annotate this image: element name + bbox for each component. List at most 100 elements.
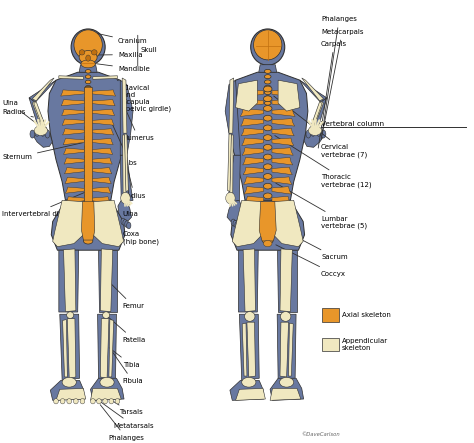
Polygon shape	[278, 80, 300, 111]
Bar	[322, 308, 339, 322]
Text: Femur: Femur	[109, 282, 145, 309]
Ellipse shape	[264, 183, 272, 189]
Ellipse shape	[254, 30, 282, 60]
Ellipse shape	[91, 50, 97, 55]
Polygon shape	[65, 177, 84, 183]
Polygon shape	[241, 119, 264, 126]
Polygon shape	[228, 134, 232, 191]
Text: Radius: Radius	[123, 163, 146, 199]
Text: Appendicular
skeleton: Appendicular skeleton	[342, 338, 388, 351]
Ellipse shape	[264, 241, 272, 247]
Ellipse shape	[264, 90, 271, 94]
Ellipse shape	[79, 51, 97, 64]
Text: Cervical
vertebrae (7): Cervical vertebrae (7)	[273, 96, 367, 158]
Ellipse shape	[83, 229, 93, 235]
Bar	[322, 338, 339, 351]
Ellipse shape	[103, 399, 108, 404]
Polygon shape	[61, 100, 84, 106]
Text: Clavical
and
Scapula
(pelvic girdle): Clavical and Scapula (pelvic girdle)	[118, 80, 171, 113]
Polygon shape	[91, 378, 124, 400]
Ellipse shape	[62, 377, 76, 387]
Ellipse shape	[84, 125, 92, 131]
Polygon shape	[272, 119, 295, 126]
Ellipse shape	[83, 211, 93, 218]
Ellipse shape	[84, 106, 92, 111]
Polygon shape	[92, 109, 115, 116]
Ellipse shape	[54, 399, 58, 404]
Polygon shape	[302, 78, 323, 101]
Text: Ulna: Ulna	[2, 100, 36, 123]
Text: Radius: Radius	[2, 109, 34, 117]
Ellipse shape	[73, 399, 78, 404]
Polygon shape	[247, 322, 255, 377]
Ellipse shape	[264, 86, 272, 92]
Polygon shape	[272, 167, 292, 175]
Ellipse shape	[85, 85, 91, 89]
Polygon shape	[98, 250, 118, 312]
Text: Phalanges: Phalanges	[321, 16, 357, 131]
Polygon shape	[277, 250, 297, 312]
Ellipse shape	[67, 312, 74, 319]
Polygon shape	[62, 109, 84, 116]
Ellipse shape	[80, 399, 85, 404]
Ellipse shape	[85, 70, 91, 73]
Polygon shape	[300, 80, 327, 102]
Ellipse shape	[263, 202, 273, 209]
Text: Coccyx: Coccyx	[276, 245, 346, 276]
Ellipse shape	[102, 312, 109, 319]
Ellipse shape	[263, 211, 273, 218]
Ellipse shape	[34, 126, 47, 136]
Polygon shape	[64, 158, 84, 164]
Text: Cranium: Cranium	[96, 33, 147, 44]
Text: Phalanges: Phalanges	[100, 405, 144, 441]
Ellipse shape	[115, 399, 120, 404]
Polygon shape	[259, 202, 276, 241]
Polygon shape	[92, 167, 112, 174]
Ellipse shape	[84, 86, 92, 92]
Text: Ulna: Ulna	[123, 171, 138, 217]
Polygon shape	[62, 119, 84, 125]
Text: Skull: Skull	[141, 47, 157, 53]
Polygon shape	[243, 249, 255, 311]
Polygon shape	[67, 319, 76, 378]
Ellipse shape	[264, 154, 272, 160]
Ellipse shape	[317, 128, 321, 136]
Ellipse shape	[264, 85, 271, 89]
Polygon shape	[118, 200, 132, 221]
Ellipse shape	[45, 130, 50, 138]
Polygon shape	[272, 157, 293, 165]
Polygon shape	[240, 109, 264, 117]
Ellipse shape	[79, 50, 85, 55]
Polygon shape	[92, 177, 111, 183]
Ellipse shape	[60, 399, 65, 404]
Ellipse shape	[226, 192, 235, 204]
Text: Lumbar
vertebrae (5): Lumbar vertebrae (5)	[276, 183, 367, 229]
Polygon shape	[231, 200, 305, 250]
Polygon shape	[244, 187, 264, 194]
Polygon shape	[32, 78, 54, 101]
Polygon shape	[313, 101, 323, 125]
Text: Maxilla: Maxilla	[97, 51, 143, 58]
Polygon shape	[259, 65, 277, 72]
Polygon shape	[230, 135, 233, 193]
Polygon shape	[82, 202, 95, 240]
Polygon shape	[65, 187, 84, 193]
Text: Metatarsals: Metatarsals	[99, 400, 154, 428]
Ellipse shape	[85, 80, 91, 84]
Polygon shape	[229, 78, 234, 133]
Polygon shape	[270, 389, 301, 400]
Polygon shape	[59, 76, 83, 79]
Polygon shape	[272, 177, 292, 184]
Polygon shape	[273, 200, 303, 247]
Ellipse shape	[251, 29, 285, 65]
Polygon shape	[239, 314, 259, 381]
Ellipse shape	[85, 91, 91, 94]
Polygon shape	[272, 128, 294, 136]
Polygon shape	[311, 101, 322, 127]
Polygon shape	[92, 129, 114, 135]
Polygon shape	[272, 196, 291, 204]
Polygon shape	[79, 65, 97, 72]
Polygon shape	[50, 381, 84, 400]
Polygon shape	[227, 200, 241, 222]
Ellipse shape	[84, 145, 92, 150]
